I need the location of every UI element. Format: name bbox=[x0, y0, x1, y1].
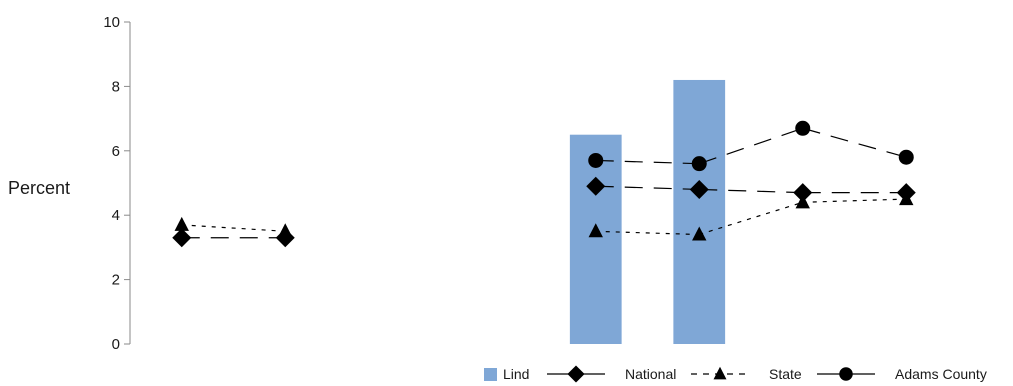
circle-marker bbox=[839, 367, 853, 381]
circle-marker bbox=[898, 149, 914, 165]
diamond-marker bbox=[586, 176, 606, 196]
triangle-marker bbox=[795, 194, 810, 209]
legend-label: Lind bbox=[503, 366, 529, 382]
y-tick-label: 6 bbox=[112, 143, 120, 160]
diamond-marker bbox=[689, 179, 709, 199]
series-line-segment bbox=[802, 127, 907, 158]
triangle-marker bbox=[174, 216, 189, 231]
diamond-marker bbox=[172, 228, 192, 248]
axis-layer: 0 2 4 6 8 10 bbox=[103, 14, 131, 353]
bar-layer bbox=[569, 79, 726, 345]
triangle-marker bbox=[713, 366, 727, 380]
y-tick-label: 4 bbox=[112, 207, 120, 224]
y-tick-label: 10 bbox=[103, 14, 120, 31]
series-line-segment bbox=[595, 159, 700, 165]
y-axis-title: Percent bbox=[8, 178, 70, 198]
diamond-marker bbox=[567, 365, 585, 383]
circle-marker bbox=[691, 156, 707, 172]
marker-layer bbox=[172, 120, 916, 248]
circle-marker bbox=[795, 120, 811, 136]
legend-item: National bbox=[547, 365, 676, 383]
triangle-marker bbox=[692, 226, 707, 241]
legend-item: Lind bbox=[484, 366, 529, 382]
series-line-segment bbox=[595, 185, 700, 191]
triangle-marker bbox=[278, 223, 293, 238]
legend-item: Adams County bbox=[817, 366, 987, 382]
circle-marker bbox=[588, 152, 604, 168]
y-tick-label: 2 bbox=[112, 272, 120, 289]
series-line-segment bbox=[181, 224, 286, 232]
line-layer bbox=[181, 127, 907, 239]
series-line-segment bbox=[699, 188, 803, 194]
triangle-marker bbox=[588, 223, 603, 238]
series-line-segment bbox=[699, 201, 803, 236]
series-line-segment bbox=[699, 127, 803, 165]
triangle-marker bbox=[899, 191, 914, 206]
diamond-marker bbox=[793, 183, 813, 203]
y-tick-label: 8 bbox=[112, 78, 120, 95]
legend: Lind National State Adams County bbox=[484, 365, 987, 383]
legend-swatch bbox=[484, 368, 497, 381]
legend-label: Adams County bbox=[895, 366, 987, 382]
series-line-segment bbox=[595, 230, 700, 236]
y-tick-label: 0 bbox=[112, 336, 120, 353]
bar bbox=[673, 79, 726, 345]
legend-label: National bbox=[625, 366, 676, 382]
series-line-segment bbox=[802, 198, 907, 203]
bar bbox=[569, 134, 622, 344]
legend-item: State bbox=[691, 366, 802, 382]
legend-label: State bbox=[769, 366, 802, 382]
